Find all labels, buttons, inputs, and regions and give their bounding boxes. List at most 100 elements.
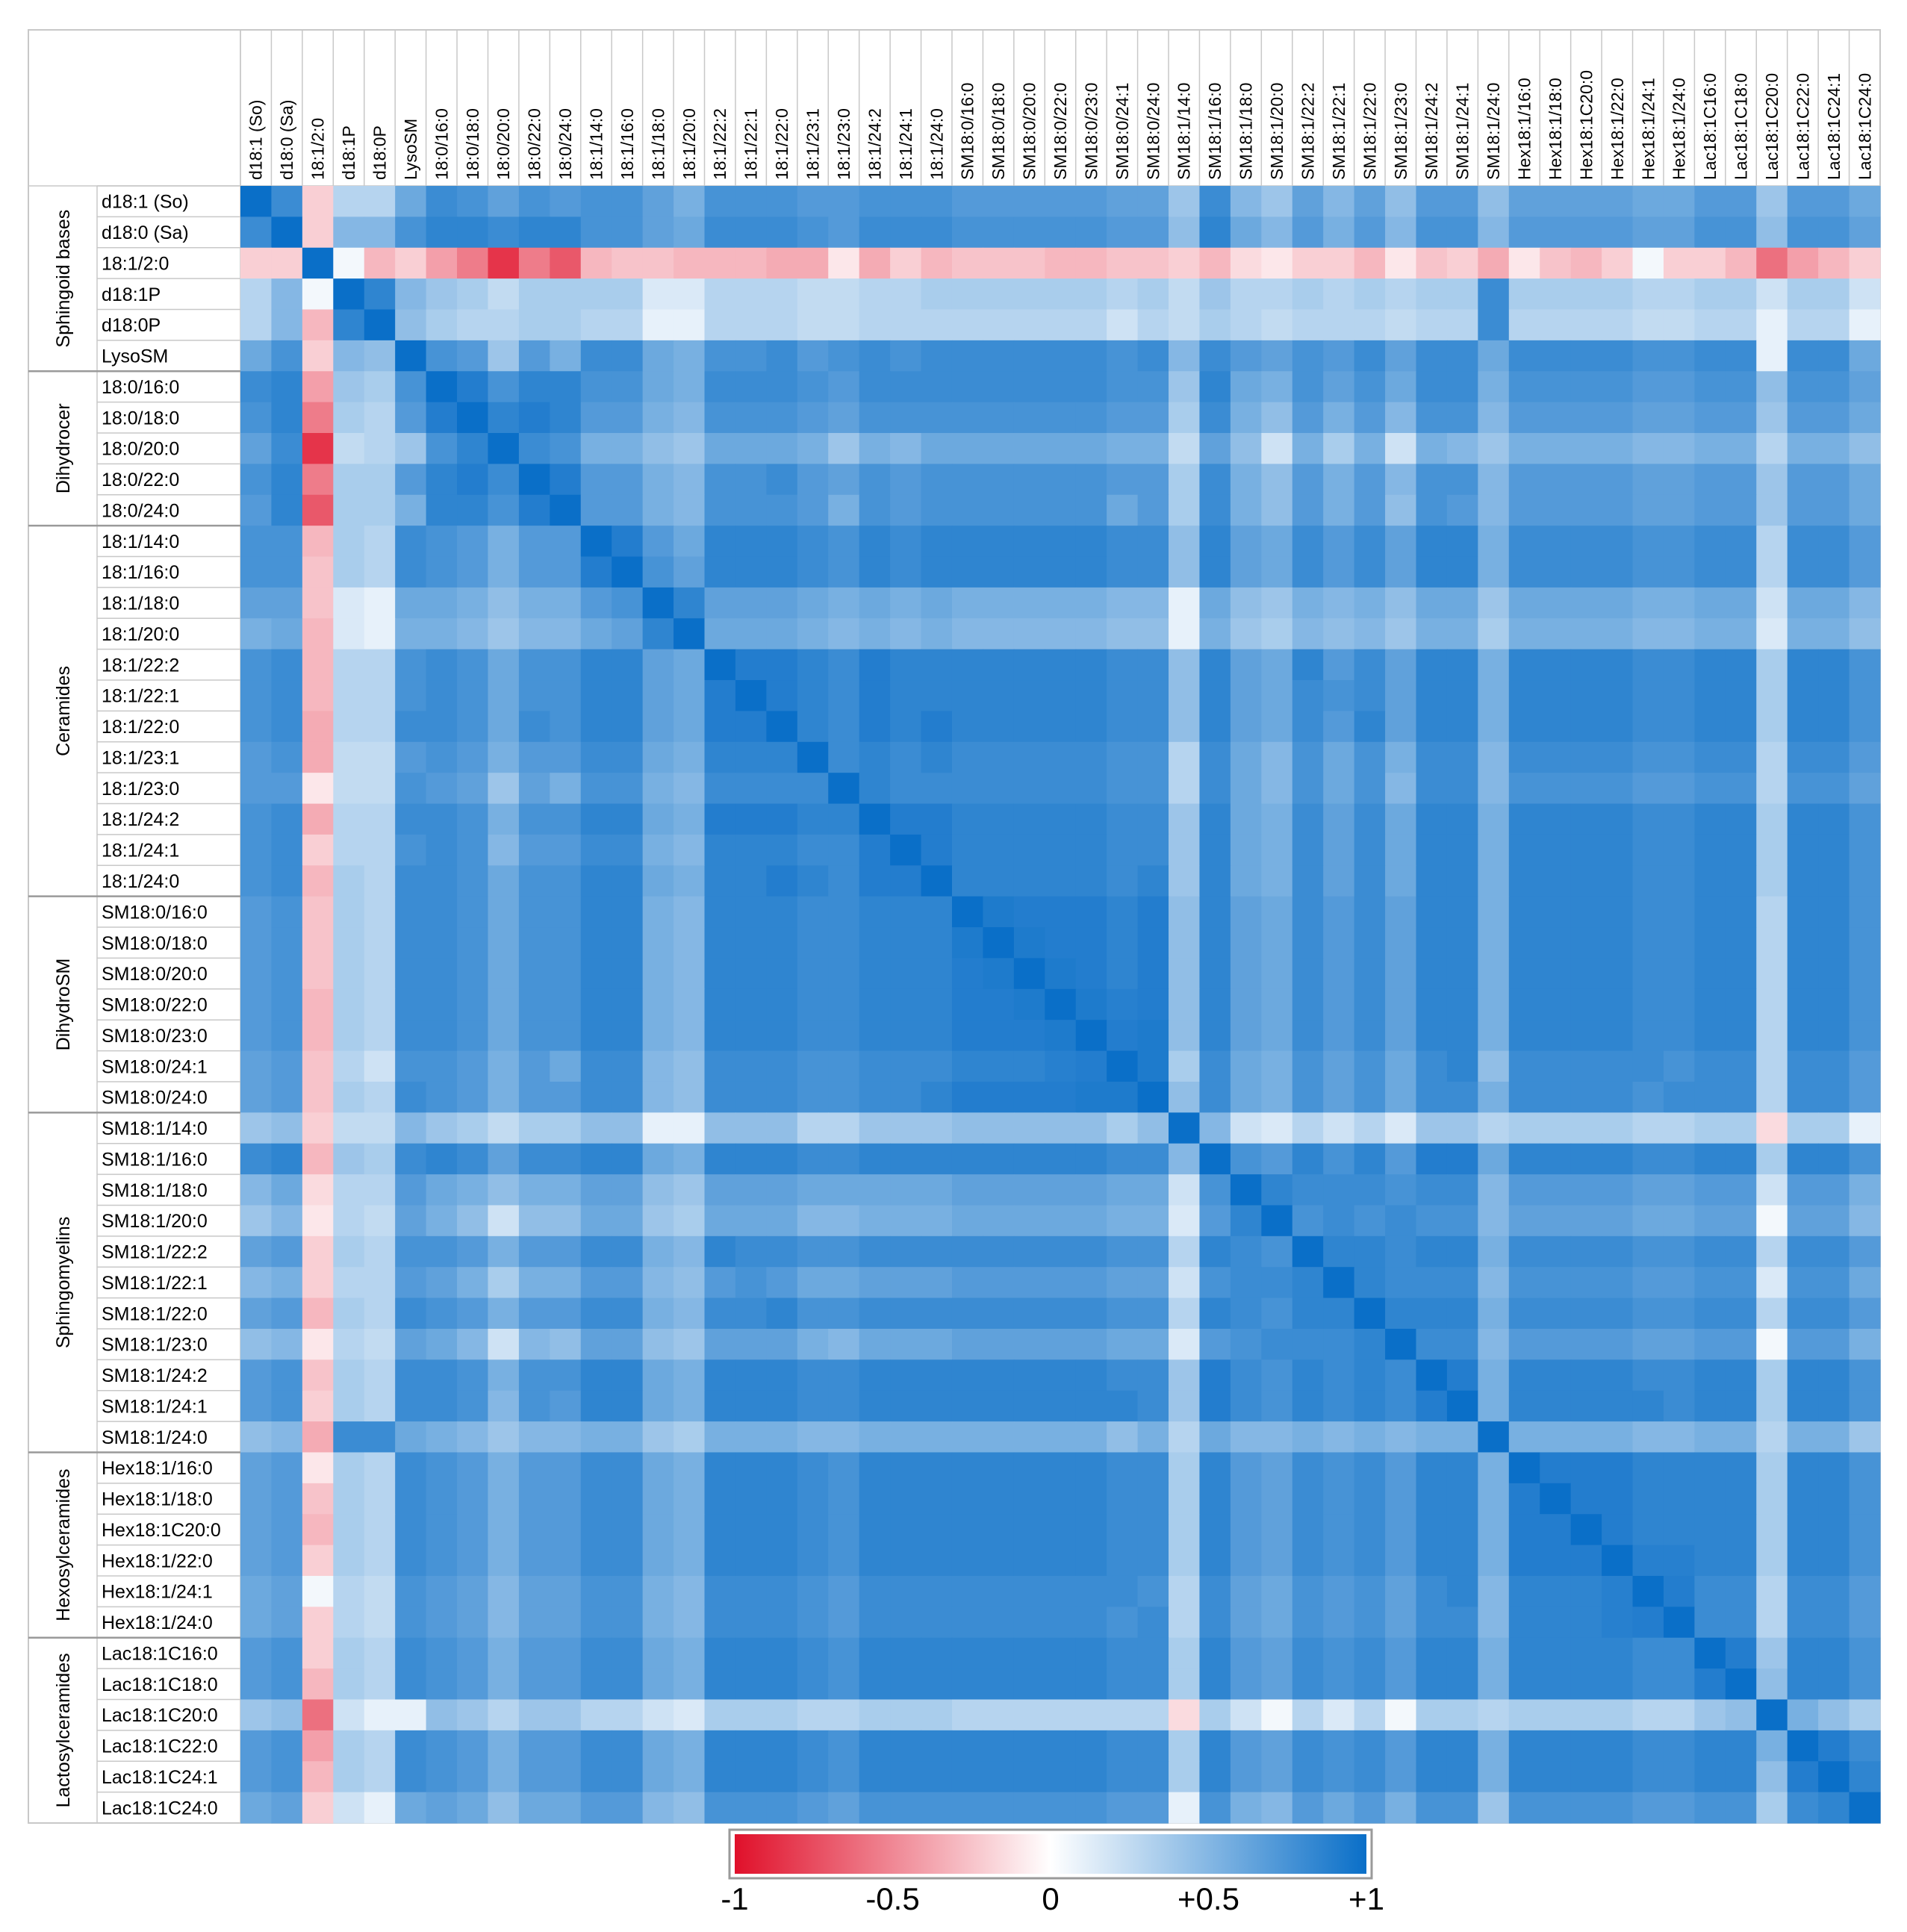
heatmap-cell-4-26 [1045,309,1077,341]
heatmap-cell-0-51 [1818,186,1850,217]
heatmap-cell-18-45 [1632,741,1664,773]
heatmap-cell-40-47 [1694,1421,1726,1453]
heatmap-cell-46-7 [457,1607,489,1639]
heatmap-cell-27-19 [828,1020,860,1052]
heatmap-cell-32-23 [951,1174,984,1206]
heatmap-cell-39-4 [364,1390,396,1422]
heatmap-cell-9-29 [1137,464,1169,496]
heatmap-cell-28-37 [1385,1050,1417,1082]
heatmap-cell-41-33 [1261,1452,1293,1484]
heatmap-cell-43-22 [921,1514,953,1546]
heatmap-cell-15-27 [1075,649,1107,681]
heatmap-cell-7-40 [1478,402,1510,434]
heatmap-cell-19-19 [828,773,860,805]
heatmap-cell-0-20 [859,186,891,217]
heatmap-cell-7-0 [240,402,273,434]
heatmap-cell-2-41 [1508,247,1540,279]
heatmap-cell-19-3 [333,773,365,805]
column-label-lac18-1c16-0: Lac18:1C16:0 [1700,73,1720,180]
heatmap-cell-30-30 [1169,1112,1201,1144]
heatmap-cell-11-38 [1416,526,1448,558]
heatmap-cell-47-41 [1508,1637,1540,1669]
heatmap-cell-14-47 [1694,618,1726,650]
heatmap-cell-16-17 [766,680,798,712]
heatmap-cell-32-37 [1385,1174,1417,1206]
heatmap-cell-6-48 [1725,371,1757,403]
heatmap-cell-18-6 [426,741,458,773]
heatmap-cell-21-11 [580,834,612,866]
heatmap-cell-25-38 [1416,958,1448,990]
heatmap-cell-46-12 [612,1607,644,1639]
heatmap-cell-19-41 [1508,773,1540,805]
row-label-sm18-1-22-1: SM18:1/22:1 [102,1273,208,1294]
heatmap-cell-37-34 [1292,1328,1324,1360]
heatmap-cell-27-46 [1663,1020,1695,1052]
heatmap-cell-26-5 [395,988,427,1020]
heatmap-cell-42-50 [1787,1483,1819,1515]
row-label-hex18-1-18-0: Hex18:1/18:0 [102,1489,213,1510]
heatmap-cell-18-23 [951,741,984,773]
heatmap-cell-15-22 [921,649,953,681]
heatmap-cell-17-30 [1169,711,1201,743]
heatmap-cell-4-28 [1107,309,1139,341]
column-label-hex18-1-16-0: Hex18:1/16:0 [1515,78,1534,180]
heatmap-cell-39-30 [1169,1390,1201,1422]
heatmap-cell-34-10 [550,1235,582,1268]
heatmap-cell-13-14 [673,587,706,619]
heatmap-cell-39-16 [735,1390,767,1422]
heatmap-cell-22-23 [951,865,984,897]
heatmap-cell-48-25 [1013,1668,1045,1701]
heatmap-cell-36-22 [921,1297,953,1330]
column-label-sm18-0-18-0: SM18:0/18:0 [989,83,1008,180]
heatmap-cell-22-41 [1508,865,1540,897]
heatmap-cell-25-7 [457,958,489,990]
heatmap-cell-14-5 [395,618,427,650]
heatmap-cell-2-30 [1169,247,1201,279]
heatmap-cell-11-42 [1540,526,1572,558]
heatmap-cell-38-46 [1663,1359,1695,1392]
heatmap-cell-7-13 [642,402,674,434]
heatmap-cell-45-21 [890,1575,922,1607]
heatmap-cell-3-37 [1385,278,1417,311]
heatmap-cell-10-35 [1323,494,1355,526]
heatmap-cell-42-17 [766,1483,798,1515]
heatmap-cell-17-19 [828,711,860,743]
heatmap-cell-45-23 [951,1575,984,1607]
heatmap-cell-0-45 [1632,186,1664,217]
heatmap-cell-26-28 [1107,988,1139,1020]
heatmap-cell-40-33 [1261,1421,1293,1453]
heatmap-cell-19-37 [1385,773,1417,805]
heatmap-cell-39-50 [1787,1390,1819,1422]
heatmap-cell-36-48 [1725,1297,1757,1330]
heatmap-cell-38-26 [1045,1359,1077,1392]
heatmap-cell-6-23 [951,371,984,403]
heatmap-cell-30-27 [1075,1112,1107,1144]
heatmap-cell-9-44 [1602,464,1634,496]
heatmap-cell-2-51 [1818,247,1850,279]
heatmap-cell-5-36 [1354,340,1386,372]
column-label-18-1-2-0: 18:1/2:0 [308,118,328,180]
heatmap-cell-4-44 [1602,309,1634,341]
heatmap-cell-51-13 [642,1761,674,1793]
heatmap-cell-17-37 [1385,711,1417,743]
heatmap-cell-33-9 [518,1205,550,1237]
heatmap-cell-33-48 [1725,1205,1757,1237]
heatmap-cell-28-22 [921,1050,953,1082]
heatmap-cell-49-6 [426,1699,458,1731]
heatmap-cell-7-33 [1261,402,1293,434]
heatmap-cell-0-17 [766,186,798,217]
heatmap-cell-10-50 [1787,494,1819,526]
heatmap-cell-10-9 [518,494,550,526]
heatmap-cell-40-3 [333,1421,365,1453]
heatmap-cell-40-19 [828,1421,860,1453]
heatmap-cell-21-6 [426,834,458,866]
heatmap-cell-39-46 [1663,1390,1695,1422]
heatmap-cell-3-41 [1508,278,1540,311]
heatmap-cell-15-36 [1354,649,1386,681]
heatmap-cell-5-6 [426,340,458,372]
heatmap-cell-16-12 [612,680,644,712]
heatmap-cell-47-31 [1199,1637,1231,1669]
heatmap-cell-35-1 [271,1267,303,1299]
heatmap-cell-35-5 [395,1267,427,1299]
heatmap-cell-25-37 [1385,958,1417,990]
